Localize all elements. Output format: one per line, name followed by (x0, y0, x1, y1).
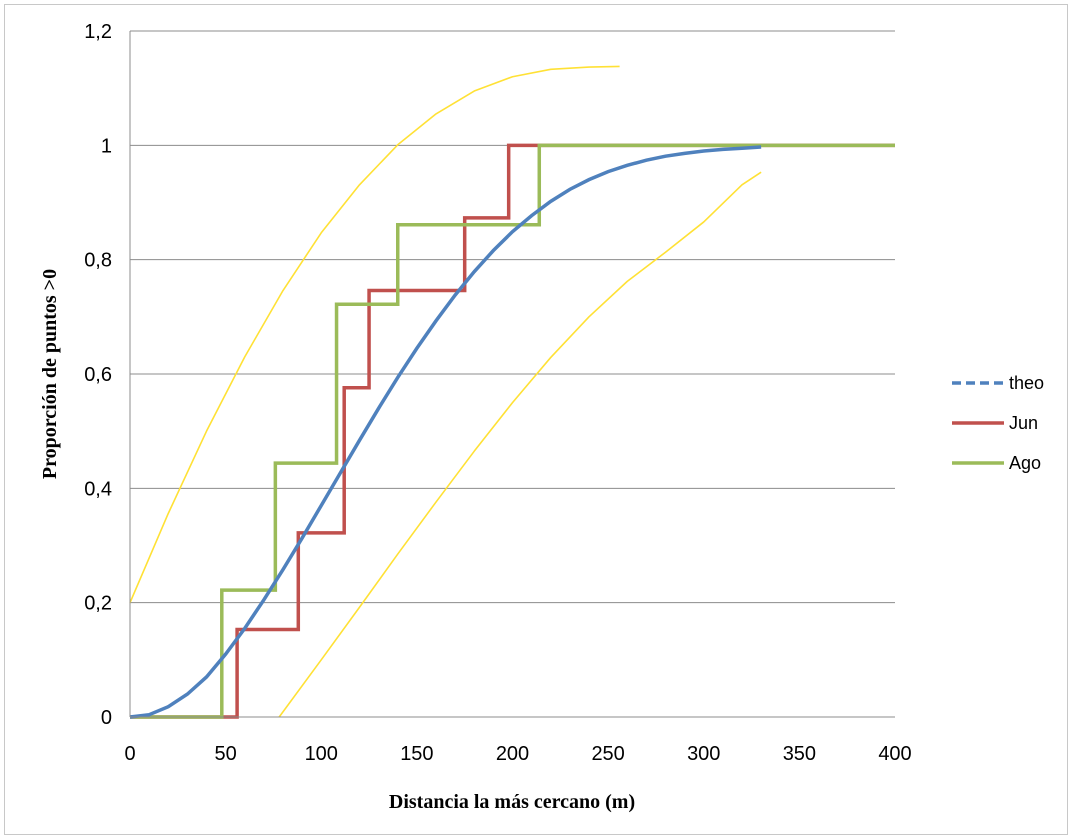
legend: theo Jun Ago (952, 373, 1044, 473)
y-tick-labels: 0 0,2 0,4 0,6 0,8 1 1,2 (84, 21, 112, 729)
y-tick-label: 0,8 (84, 250, 112, 272)
envelope-line-1 (129, 65, 620, 603)
envelope-lines (129, 65, 762, 718)
x-tick-label: 100 (305, 743, 338, 765)
y-tick-label: 0,2 (84, 593, 112, 615)
x-tick-label: 300 (687, 743, 720, 765)
x-axis-title: Distancia la más cercano (m) (389, 791, 635, 813)
y-tick-label: 1 (101, 135, 112, 157)
gridlines (130, 30, 895, 604)
y-tick-label: 1,2 (84, 21, 112, 43)
x-tick-label: 350 (783, 743, 816, 765)
y-tick-label: 0,6 (84, 364, 112, 386)
envelope-line-2 (278, 171, 762, 718)
x-tick-label: 400 (878, 743, 911, 765)
series-line-theo (129, 145, 762, 719)
legend-label-ago: Ago (1009, 453, 1041, 473)
x-tick-label: 50 (215, 743, 237, 765)
series-lines (129, 143, 895, 719)
legend-label-theo: theo (1009, 373, 1044, 393)
legend-label-jun: Jun (1009, 413, 1038, 433)
y-tick-label: 0,4 (84, 478, 112, 500)
x-tick-labels: 0 50 100 150 200 250 300 350 400 (124, 743, 911, 765)
x-tick-label: 200 (496, 743, 529, 765)
x-tick-label: 0 (124, 743, 135, 765)
y-tick-label: 0 (101, 707, 112, 729)
axes (129, 31, 895, 718)
x-tick-label: 150 (400, 743, 433, 765)
series-line-jun (130, 143, 895, 719)
y-axis-title: Proporción de puntos >0 (39, 269, 61, 479)
x-tick-label: 250 (591, 743, 624, 765)
